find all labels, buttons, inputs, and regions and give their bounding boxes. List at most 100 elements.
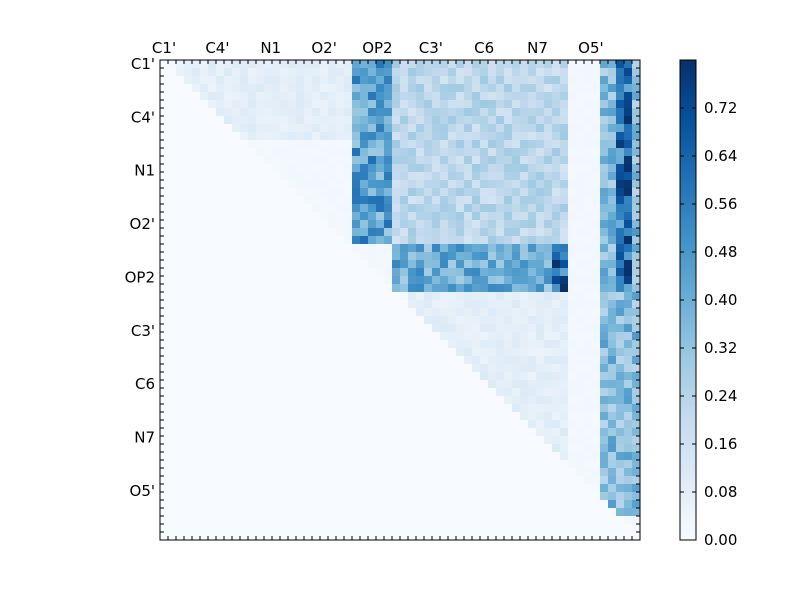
- heatmap-cell: [448, 260, 457, 269]
- heatmap-cell: [544, 380, 553, 389]
- heatmap-cell: [504, 436, 513, 445]
- heatmap-cell: [344, 252, 353, 261]
- heatmap-cell: [336, 452, 345, 461]
- heatmap-cell: [240, 284, 249, 293]
- heatmap-cell: [560, 84, 569, 93]
- heatmap-cell: [632, 132, 641, 141]
- heatmap-cell: [512, 476, 521, 485]
- heatmap-cell: [248, 348, 257, 357]
- heatmap-cell: [424, 340, 433, 349]
- heatmap-cell: [392, 516, 401, 525]
- heatmap-cell: [536, 60, 545, 69]
- heatmap-cell: [304, 148, 313, 157]
- heatmap-cell: [416, 60, 425, 69]
- heatmap-cell: [576, 212, 585, 221]
- heatmap-cell: [384, 380, 393, 389]
- heatmap-cell: [192, 284, 201, 293]
- heatmap-cell: [232, 188, 241, 197]
- heatmap-cell: [544, 196, 553, 205]
- heatmap-cell: [344, 532, 353, 541]
- heatmap-cell: [272, 324, 281, 333]
- heatmap-cell: [304, 68, 313, 77]
- heatmap-cell: [504, 252, 513, 261]
- heatmap-cell: [424, 316, 433, 325]
- heatmap-cell: [272, 532, 281, 541]
- heatmap-cell: [552, 396, 561, 405]
- heatmap-cell: [560, 500, 569, 509]
- heatmap-cell: [512, 420, 521, 429]
- heatmap-cell: [256, 524, 265, 533]
- heatmap-cell: [424, 348, 433, 357]
- heatmap-cell: [440, 116, 449, 125]
- heatmap-cell: [352, 324, 361, 333]
- heatmap-cell: [384, 332, 393, 341]
- heatmap-cell: [208, 164, 217, 173]
- heatmap-cell: [456, 356, 465, 365]
- heatmap-cell: [352, 308, 361, 317]
- heatmap-cell: [480, 340, 489, 349]
- heatmap-cell: [600, 508, 609, 517]
- heatmap-cell: [488, 292, 497, 301]
- heatmap-cell: [232, 420, 241, 429]
- heatmap-cell: [248, 84, 257, 93]
- heatmap-cell: [576, 428, 585, 437]
- heatmap-cell: [400, 340, 409, 349]
- heatmap-cell: [344, 420, 353, 429]
- heatmap-cell: [520, 292, 529, 301]
- heatmap-cell: [432, 388, 441, 397]
- heatmap-cell: [368, 132, 377, 141]
- heatmap-cell: [576, 308, 585, 317]
- heatmap-cell: [624, 212, 633, 221]
- heatmap-cell: [624, 404, 633, 413]
- heatmap-cell: [280, 260, 289, 269]
- heatmap-cell: [576, 148, 585, 157]
- heatmap-cell: [536, 124, 545, 133]
- heatmap-cell: [384, 196, 393, 205]
- heatmap-cell: [624, 332, 633, 341]
- heatmap-cell: [600, 476, 609, 485]
- heatmap-cell: [176, 68, 185, 77]
- heatmap-cell: [288, 524, 297, 533]
- heatmap-cell: [488, 532, 497, 541]
- heatmap-cell: [280, 340, 289, 349]
- heatmap-cell: [488, 404, 497, 413]
- heatmap-cell: [344, 484, 353, 493]
- heatmap-cell: [352, 484, 361, 493]
- heatmap-cell: [264, 60, 273, 69]
- heatmap-cell: [456, 188, 465, 197]
- heatmap-cell: [632, 308, 641, 317]
- heatmap-cell: [344, 308, 353, 317]
- heatmap-cell: [272, 388, 281, 397]
- heatmap-cell: [632, 268, 641, 277]
- heatmap-cell: [288, 404, 297, 413]
- heatmap-cell: [496, 372, 505, 381]
- colorbar-tick-label: 0.16: [704, 435, 737, 453]
- heatmap-cell: [416, 396, 425, 405]
- heatmap-cell: [360, 260, 369, 269]
- heatmap-cell: [536, 196, 545, 205]
- heatmap-cell: [488, 212, 497, 221]
- heatmap-cell: [328, 148, 337, 157]
- heatmap-cell: [256, 388, 265, 397]
- heatmap-cell: [512, 228, 521, 237]
- heatmap-cell: [472, 444, 481, 453]
- heatmap-cell: [232, 428, 241, 437]
- heatmap-cell: [368, 220, 377, 229]
- heatmap-cell: [432, 348, 441, 357]
- heatmap-cell: [440, 140, 449, 149]
- heatmap-cell: [400, 500, 409, 509]
- heatmap-cell: [240, 156, 249, 165]
- heatmap-cell: [160, 460, 169, 469]
- heatmap-cell: [352, 516, 361, 525]
- heatmap-cell: [552, 492, 561, 501]
- heatmap-cell: [576, 252, 585, 261]
- heatmap-cell: [416, 532, 425, 541]
- heatmap-cell: [216, 300, 225, 309]
- heatmap-cell: [448, 500, 457, 509]
- heatmap-cell: [504, 204, 513, 213]
- heatmap-cell: [408, 68, 417, 77]
- heatmap-cell: [320, 76, 329, 85]
- heatmap-cell: [440, 196, 449, 205]
- heatmap-cell: [472, 516, 481, 525]
- heatmap-cell: [616, 220, 625, 229]
